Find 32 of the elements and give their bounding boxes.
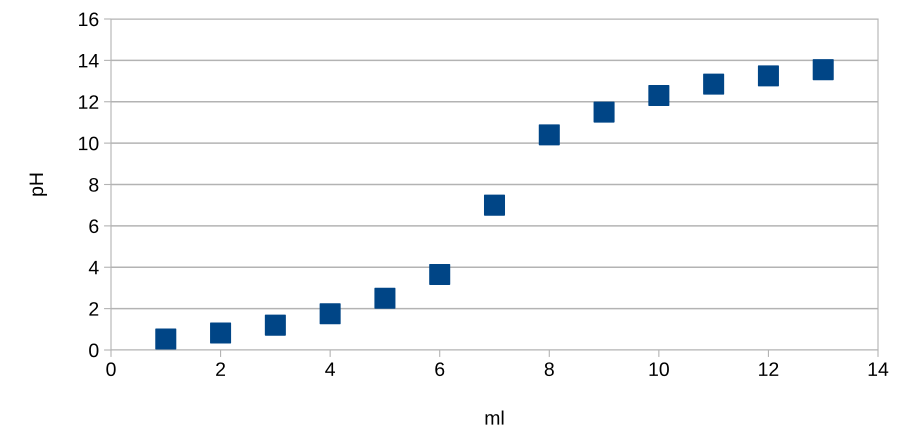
- point: [703, 74, 724, 95]
- y-tick-label: 10: [79, 136, 98, 150]
- point: [648, 85, 670, 106]
- y-axis-title: pH: [30, 174, 48, 196]
- x-tick-label: 6: [435, 362, 444, 376]
- point: [155, 328, 176, 350]
- point: [812, 59, 834, 80]
- y-tick-label: 12: [79, 95, 98, 109]
- point: [594, 102, 615, 123]
- y-tick-label: 16: [79, 12, 98, 26]
- x-tick-label: 0: [106, 362, 116, 376]
- y-tick-label: 8: [89, 178, 98, 192]
- y-tick-label: 4: [88, 260, 99, 274]
- x-tick-label: 14: [868, 362, 888, 376]
- y-tick-label: 0: [89, 343, 98, 358]
- x-axis-title: ml: [486, 410, 504, 425]
- x-tick-label: 2: [216, 362, 226, 376]
- x-tick-label: 10: [650, 362, 669, 376]
- point: [264, 314, 286, 336]
- point: [484, 194, 506, 216]
- y-tick-label: 14: [79, 54, 99, 68]
- point: [374, 288, 396, 309]
- point: [210, 322, 232, 344]
- point: [429, 264, 450, 286]
- x-tick-label: 4: [325, 362, 335, 376]
- point: [758, 65, 779, 86]
- y-tick-label: 6: [89, 219, 98, 234]
- x-tick-label: 12: [759, 362, 778, 376]
- point: [320, 303, 341, 324]
- y-tick-label: 2: [89, 302, 98, 316]
- point: [538, 124, 560, 146]
- x-tick-label: 8: [544, 362, 554, 376]
